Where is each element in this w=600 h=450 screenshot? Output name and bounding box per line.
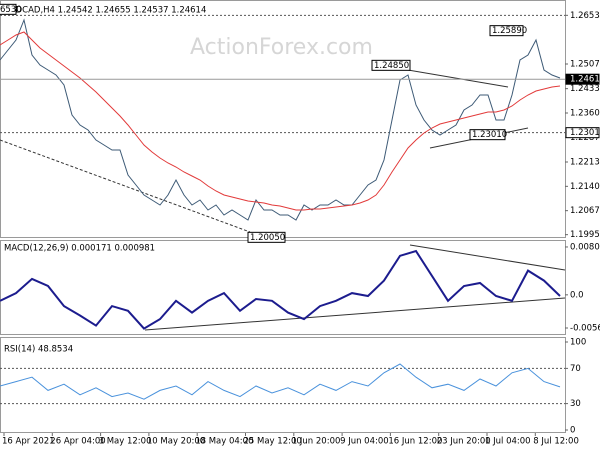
- y-tick-label: 0: [570, 426, 575, 436]
- y-tick-label: 0.0: [570, 290, 584, 300]
- annotation-box: [0, 3, 17, 15]
- rsi-panel: [0, 337, 566, 433]
- y-tick-label: 1.21400: [570, 182, 600, 192]
- series-line: [0, 18, 561, 221]
- x-tick-label: 25 May 12:00: [244, 437, 302, 447]
- y-tick-label: 70: [570, 364, 581, 374]
- x-tick-label: 10 May 20:00: [147, 437, 205, 447]
- annotation-box: [469, 129, 506, 141]
- price-marker-label: 1.24614: [570, 75, 600, 85]
- x-tick-label: 1 Jun 20:00: [292, 437, 341, 447]
- y-tick-label: 1.22130: [570, 158, 600, 168]
- panel-title: MACD(12,26,9) 0.000171 0.000981: [4, 244, 155, 254]
- panel-title: USDCAD,H4 1.24542 1.24655 1.24537 1.2461…: [4, 6, 206, 16]
- price-marker-box: [565, 127, 600, 139]
- series-line: [0, 363, 561, 400]
- price-marker-box: [565, 73, 600, 85]
- y-tick-label: 100: [570, 338, 586, 348]
- y-tick-label: 30: [570, 399, 581, 409]
- watermark: ActionForex.com: [190, 35, 373, 60]
- y-tick-label: 1.25070: [570, 60, 600, 70]
- x-tick-label: 8 Jul 12:00: [533, 437, 579, 447]
- trendline: [409, 244, 566, 271]
- x-tick-label: 16 Apr 2021: [2, 437, 55, 447]
- annotation-label: 1.25890: [492, 26, 527, 36]
- trendline: [144, 297, 566, 331]
- x-tick-label: 16 Jun 12:00: [388, 437, 442, 447]
- annotation-box: [489, 25, 524, 37]
- x-tick-label: 18 May 04:00: [195, 437, 253, 447]
- annotation-box: [247, 231, 286, 243]
- y-tick-label: 1.19950: [570, 230, 600, 240]
- x-tick-label: 3 May 12:00: [99, 437, 152, 447]
- annotation-label: 1.20050: [250, 233, 285, 243]
- trendline: [0, 139, 251, 233]
- y-tick-label: 1.26530: [570, 11, 600, 21]
- trendline: [407, 69, 509, 88]
- y-tick-label: -0.005608: [570, 324, 600, 334]
- annotation-box: [371, 59, 411, 71]
- panel-title: RSI(14) 48.8534: [4, 345, 73, 355]
- annotation-label: 1.24850: [374, 61, 409, 71]
- macd-panel: [0, 240, 566, 335]
- x-tick-label: 9 Jun 04:00: [340, 437, 389, 447]
- annotation-label: 6530: [0, 5, 22, 15]
- y-tick-label: 0.008091: [570, 242, 600, 252]
- y-tick-label: 1.20670: [570, 206, 600, 216]
- y-tick-label: 1.23600: [570, 109, 600, 119]
- annotation-label: 1.23010: [472, 130, 507, 140]
- x-tick-label: 23 Jun 20:00: [437, 437, 491, 447]
- series-line: [0, 31, 561, 211]
- series-line: [0, 249, 561, 330]
- x-tick-label: 26 Apr 04:00: [50, 437, 105, 447]
- y-tick-label: 1.24330: [570, 84, 600, 94]
- x-tick-label: 1 Jul 04:00: [485, 437, 531, 447]
- price-marker-label: 1.23010: [570, 128, 600, 138]
